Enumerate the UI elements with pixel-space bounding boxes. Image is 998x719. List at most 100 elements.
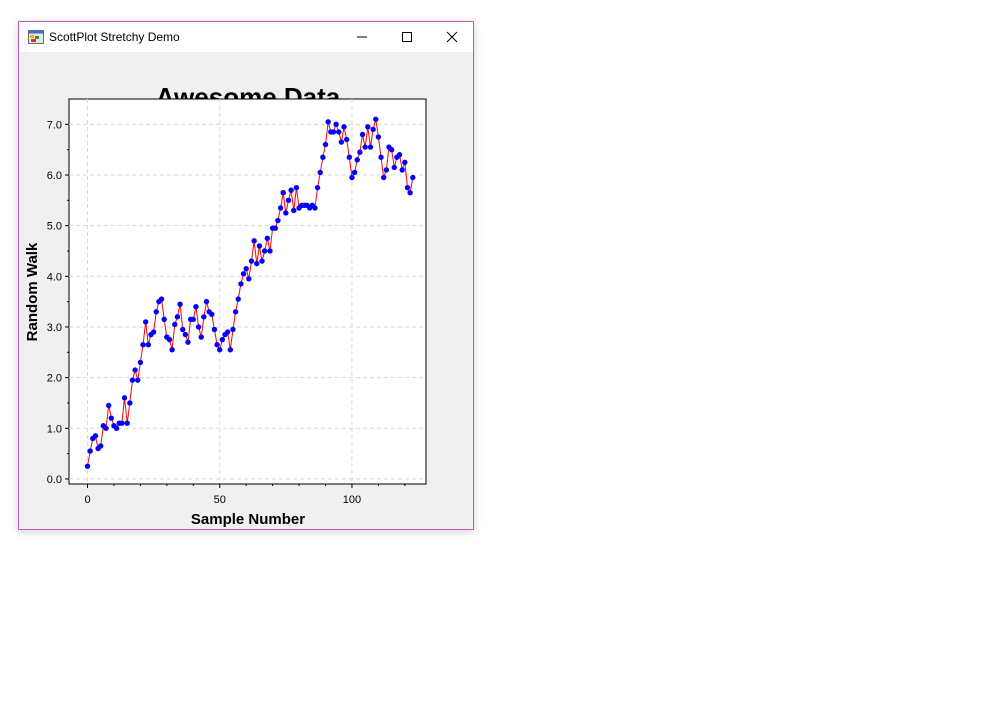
data-point	[322, 141, 329, 148]
data-point	[267, 248, 273, 254]
data-point	[320, 154, 326, 160]
data-point	[140, 341, 146, 348]
data-point	[380, 174, 387, 181]
data-point	[383, 167, 390, 173]
data-point	[283, 210, 289, 216]
data-point	[195, 324, 202, 330]
data-point	[219, 336, 226, 343]
data-point	[235, 296, 241, 302]
data-point	[349, 174, 355, 181]
data-point	[256, 243, 263, 249]
app-icon	[28, 30, 44, 44]
series-line	[87, 119, 414, 467]
data-point	[375, 134, 382, 140]
close-button[interactable]	[429, 22, 474, 52]
data-point	[325, 119, 331, 125]
data-point	[280, 190, 286, 196]
minimize-button[interactable]	[339, 22, 384, 52]
data-point	[291, 207, 297, 214]
y-tick-label: 4.0	[47, 271, 62, 283]
data-point	[182, 331, 189, 338]
data-point	[103, 425, 109, 431]
data-point	[230, 326, 236, 333]
data-point	[288, 187, 294, 193]
data-point	[330, 129, 337, 135]
data-point	[370, 126, 376, 133]
x-axis-label: Sample Number	[191, 511, 305, 528]
data-point	[336, 129, 342, 135]
data-point	[259, 258, 265, 264]
close-icon	[446, 31, 457, 43]
data-point	[127, 400, 133, 406]
data-point	[317, 169, 323, 176]
data-point	[275, 217, 281, 224]
data-point	[92, 433, 99, 439]
data-point	[240, 271, 247, 277]
scatter-chart[interactable]: Awesome Data 0.01.02.03.04.05.06.07.00 50…	[19, 52, 473, 529]
y-tick-label: 7.0	[47, 119, 62, 131]
data-point	[105, 402, 112, 409]
data-point	[410, 174, 416, 181]
data-point	[153, 309, 159, 315]
data-point	[232, 309, 239, 315]
data-point	[254, 260, 260, 267]
y-tick-label: 3.0	[47, 322, 62, 334]
data-point	[378, 154, 384, 160]
data-point	[238, 281, 244, 287]
data-point	[174, 314, 181, 320]
data-point	[203, 298, 210, 305]
data-point	[172, 321, 178, 328]
data-point	[150, 329, 157, 335]
data-point	[333, 121, 339, 128]
data-point	[145, 341, 152, 348]
data-point	[314, 184, 321, 191]
data-point	[177, 301, 183, 307]
x-tick-label: 0	[84, 494, 90, 506]
grid-lines	[69, 99, 426, 484]
data-point	[248, 258, 255, 264]
y-tick-label: 0.0	[47, 474, 62, 486]
data-point	[137, 359, 144, 366]
data-point	[124, 420, 130, 426]
data-point	[312, 205, 318, 211]
data-point	[243, 266, 249, 272]
app-window: ScottPlot Stretchy Demo Awesome Data 0.0…	[18, 21, 474, 530]
data-point	[211, 326, 218, 333]
data-point	[261, 248, 268, 254]
data-point	[113, 425, 120, 431]
data-point	[251, 238, 257, 244]
data-point	[224, 329, 231, 335]
data-point	[388, 146, 395, 153]
data-point	[362, 144, 368, 150]
data-point	[121, 395, 128, 401]
title-bar[interactable]: ScottPlot Stretchy Demo	[19, 22, 473, 52]
data-point	[87, 448, 93, 454]
data-point	[161, 316, 167, 323]
data-point	[142, 319, 149, 325]
y-tick-label: 2.0	[47, 373, 62, 385]
data-point	[180, 326, 186, 333]
data-point	[129, 377, 136, 383]
y-axis-label: Random Walk	[24, 242, 41, 341]
data-point	[293, 184, 300, 191]
data-point	[119, 420, 125, 426]
data-point	[214, 341, 220, 348]
data-point	[391, 164, 397, 171]
data-point	[190, 316, 196, 323]
plot-area[interactable]: Awesome Data 0.0 1.0 2.0 3.0 4.0 5.0 6.0 7.0 0 50…	[19, 52, 473, 529]
data-point	[84, 463, 91, 469]
plot-background	[68, 98, 427, 485]
data-point	[404, 184, 411, 191]
maximize-button[interactable]	[384, 22, 429, 52]
data-point	[209, 311, 215, 317]
data-point	[373, 116, 379, 122]
data-point	[169, 347, 175, 353]
data-point	[402, 159, 408, 166]
data-point	[399, 167, 405, 173]
series-markers	[84, 116, 416, 469]
data-point	[166, 336, 173, 343]
data-point	[354, 157, 360, 163]
x-tick-label: 50	[214, 494, 226, 506]
data-point	[158, 296, 165, 302]
y-tick-label: 5.0	[47, 221, 62, 233]
